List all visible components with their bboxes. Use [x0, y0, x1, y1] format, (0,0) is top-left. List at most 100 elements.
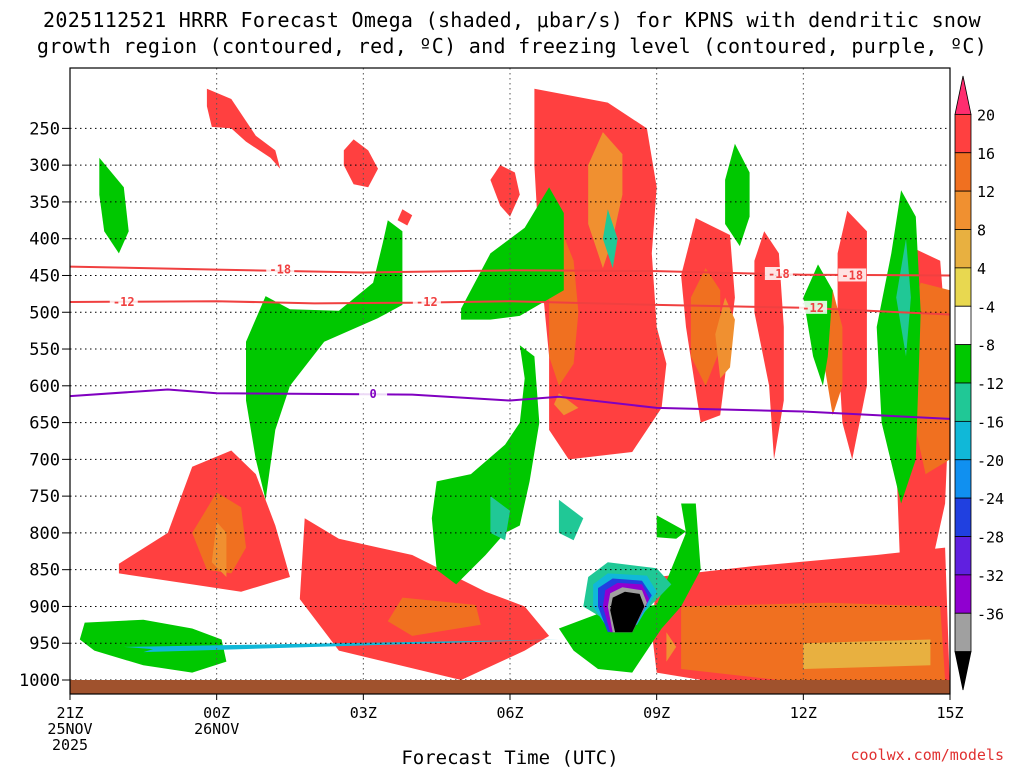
y-tick-label-950: 950: [29, 634, 60, 654]
colorbar-cap-top: [954, 75, 972, 115]
freezing-level-0-line: [70, 388, 950, 420]
colorbar-label-3: 8: [977, 222, 986, 240]
y-tick-label-350: 350: [29, 193, 60, 213]
x-tick-label-9-0: 06Z: [496, 704, 523, 722]
dgz-minus-12-label-2: -12: [802, 301, 824, 315]
omega-region-26: [246, 220, 403, 500]
colorbar-label-6: -8: [977, 337, 995, 355]
x-tick-label-0-0: 21Z: [56, 704, 83, 722]
dgz-minus-18-line: [70, 265, 950, 277]
omega-region-20: [715, 297, 735, 379]
omega-region-24: [803, 639, 931, 669]
omega-region-21: [554, 393, 579, 416]
y-tick-label-300: 300: [29, 156, 60, 176]
freezing-level-0-label-0: 0: [369, 387, 376, 401]
y-tick-label-550: 550: [29, 340, 60, 360]
colorbar-swatch-5: [954, 267, 972, 307]
x-tick-label-18-0: 15Z: [936, 704, 963, 722]
y-tick-label-600: 600: [29, 377, 60, 397]
colorbar-swatch-2: [954, 152, 972, 192]
omega-region-22: [211, 521, 227, 577]
ground-terrain: [70, 680, 950, 694]
colorbar-label-0: 20: [977, 106, 995, 124]
omega-region-1: [343, 139, 378, 188]
omega-region-27: [461, 187, 564, 320]
dgz-minus-12-label-bg-0: [109, 294, 138, 308]
colorbar-swatch-6: [954, 305, 972, 346]
colorbar-label-4: 4: [977, 260, 986, 278]
omega-region-19: [588, 132, 623, 269]
dgz-minus-18-label-bg-1: [764, 267, 793, 281]
colorbar-swatch-9: [954, 420, 972, 461]
omega-region-29: [558, 503, 701, 673]
omega-region-6: [754, 231, 784, 460]
colorbar-label-13: -36: [977, 605, 1004, 623]
dgz-minus-18-label-bg-2: [838, 268, 867, 282]
colorbar-swatch-11: [954, 497, 972, 537]
colorbar-swatch-10: [954, 459, 972, 499]
omega-region-4: [490, 165, 520, 217]
colorbar-label-7: -12: [977, 375, 1004, 393]
omega-shaded-regions: [79, 88, 950, 691]
x-tick-label-3-0: 00Z: [203, 704, 230, 722]
colorbar-label-1: 16: [977, 145, 995, 163]
y-tick-label-900: 900: [29, 597, 60, 617]
colorbar-legend: 20 16 12 8 4 -4 -8 -12 -16 -20 -24 -28 -32 -36: [954, 75, 1004, 691]
omega-region-35: [490, 496, 510, 541]
colorbar-label-9: -20: [977, 452, 1004, 470]
x-tick-label-15-0: 12Z: [790, 704, 817, 722]
colorbar-cap-bottom: [954, 651, 972, 691]
omega-region-28: [431, 345, 540, 585]
colorbar-swatch-8: [954, 382, 972, 422]
y-tick-label-850: 850: [29, 561, 60, 581]
x-tick-label-12-0: 09Z: [643, 704, 670, 722]
y-tick-label-750: 750: [29, 487, 60, 507]
contour-lines: -18 -18 -18 -12 -12 -12 0: [70, 262, 950, 420]
y-tick-label-400: 400: [29, 230, 60, 250]
omega-region-31: [725, 143, 750, 247]
omega-region-45: [610, 591, 645, 633]
colorbar-swatch-14: [954, 612, 972, 653]
colorbar-swatch-3: [954, 190, 972, 230]
colorbar-label-5: -4: [977, 298, 995, 316]
omega-region-38: [896, 238, 911, 357]
x-tick-label-3-1: 26NOV: [194, 720, 239, 738]
x-tick-label-0-1: 25NOV: [47, 720, 92, 738]
x-tick-label-6-0: 03Z: [350, 704, 377, 722]
y-tick-label-500: 500: [29, 303, 60, 323]
omega-region-14: [387, 597, 481, 636]
dgz-minus-12-line: [70, 300, 950, 316]
colorbar-swatch-13: [954, 574, 972, 614]
colorbar-label-11: -28: [977, 529, 1004, 547]
y-tick-label-1000: 1000: [19, 671, 60, 691]
colorbar-label-10: -24: [977, 490, 1004, 508]
omega-region-10: [299, 518, 550, 680]
omega-region-2: [397, 209, 413, 226]
pressure-axis: 250 300 350 400 450 500 550 600 650 700 750 800 850 9…: [19, 119, 70, 691]
omega-region-34: [79, 619, 227, 673]
omega-region-40: [123, 639, 559, 653]
dgz-minus-18-label-0: -18: [269, 263, 291, 277]
y-tick-label-250: 250: [29, 119, 60, 139]
dgz-minus-18-label-2: -18: [841, 268, 863, 282]
omega-region-33: [876, 190, 921, 504]
colorbar-swatch-12: [954, 536, 972, 576]
colorbar-label-2: 12: [977, 183, 995, 201]
omega-region-16: [690, 268, 721, 386]
dgz-minus-12-label-0: -12: [113, 295, 135, 309]
freezing-level-0-label-bg-0: [359, 386, 388, 400]
colorbar-label-12: -32: [977, 567, 1004, 585]
omega-region-25: [99, 157, 129, 254]
omega-region-0: [206, 88, 281, 169]
dgz-minus-18-label-bg-0: [266, 262, 295, 276]
dgz-minus-12-label-bg-1: [412, 294, 441, 308]
colorbar-swatch-1: [954, 113, 972, 154]
dgz-minus-18-label-1: -18: [768, 267, 790, 281]
dgz-minus-12-label-bg-2: [799, 300, 828, 314]
chart-title-line-2: growth region (contoured, red, ºC) and f…: [36, 34, 988, 58]
dgz-minus-12-label-1: -12: [416, 295, 438, 309]
y-tick-label-650: 650: [29, 414, 60, 434]
omega-region-32: [803, 264, 833, 386]
